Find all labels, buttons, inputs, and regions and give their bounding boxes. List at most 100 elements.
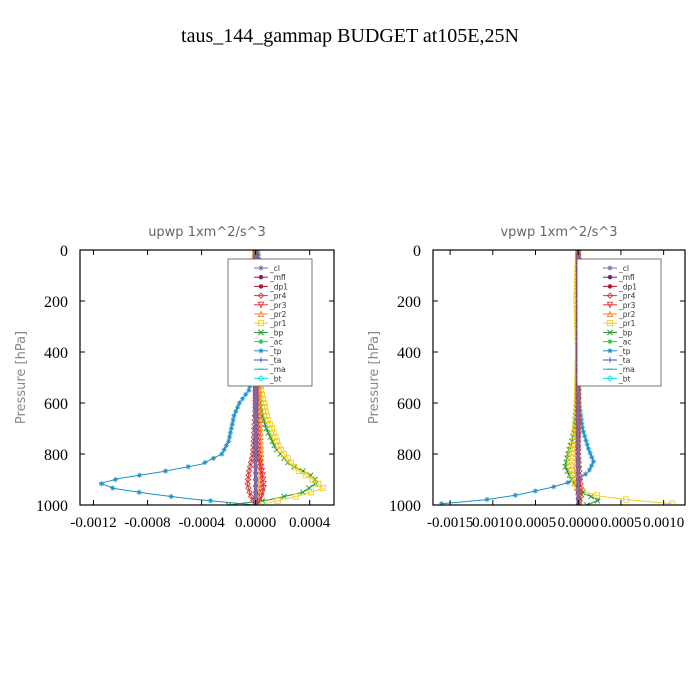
legend-marker: [258, 265, 264, 271]
series-marker-pr1: [287, 459, 294, 466]
series-marker-bp: [225, 502, 232, 505]
x-tick-label: 0.0000: [235, 515, 276, 531]
series-marker-pr1: [623, 496, 630, 503]
series-marker-pr1: [669, 500, 676, 505]
y-tick-label: 200: [44, 294, 68, 311]
legend-marker: [258, 284, 264, 289]
series-marker-tp: [230, 417, 236, 423]
series-marker-pr3: [255, 497, 262, 505]
y-tick-label: 600: [44, 396, 68, 413]
y-tick-label: 600: [397, 396, 421, 413]
series-marker-cl: [575, 406, 581, 412]
series-marker-tp: [162, 468, 169, 474]
series-marker-pr1: [263, 412, 270, 419]
series-marker-tp: [582, 471, 589, 477]
series-marker-pr1: [307, 489, 315, 496]
series-marker-pr1: [569, 471, 576, 478]
series-marker-cl: [575, 476, 581, 483]
series-marker-cl: [575, 432, 581, 438]
series-marker-pr1: [273, 438, 280, 445]
series-marker-tp: [584, 441, 590, 448]
series-marker-cl: [253, 496, 259, 502]
series-marker-pr3: [255, 455, 263, 462]
y-tick-label: 800: [44, 447, 68, 464]
legend-label: _pr4: [269, 292, 287, 301]
legend-marker: [606, 320, 614, 327]
series-marker-bp: [562, 463, 569, 470]
y-tick-label: 1000: [36, 498, 68, 515]
legend-marker: [258, 339, 264, 344]
x-tick-label: 0.0005: [515, 515, 556, 531]
legend-marker: [257, 310, 265, 318]
series-marker-tp: [228, 425, 234, 432]
legend-label: _bp: [618, 328, 633, 337]
series-marker-pr1: [259, 395, 266, 402]
series-marker-pr1: [302, 472, 309, 479]
series-marker-pr1: [265, 416, 272, 424]
series-marker-pr1: [568, 449, 575, 457]
x-tick-label: -0.0004: [178, 515, 225, 531]
series-marker-bp: [588, 493, 594, 500]
legend-marker: [257, 375, 265, 382]
series-marker-tp: [210, 455, 217, 461]
series-marker-pr1: [569, 441, 577, 448]
legend-marker: [607, 284, 613, 289]
legend-label: _cl: [269, 264, 280, 273]
series-marker-tp: [579, 425, 585, 431]
y-tick-label: 0: [60, 243, 68, 260]
legend-label: _bt: [618, 374, 631, 383]
series-marker-tp: [110, 485, 116, 491]
series-marker-pr4: [247, 493, 255, 500]
series-marker-tp: [565, 479, 571, 486]
series-marker-pr3: [257, 493, 265, 501]
series-marker-cl: [253, 438, 259, 444]
figure-title: taus_144_gammap BUDGET at105E,25N: [181, 25, 519, 47]
series-marker-tp: [590, 458, 597, 465]
x-tick-label: 0.0010: [643, 515, 684, 531]
legend-marker: [606, 375, 614, 382]
series-marker-cl: [253, 483, 259, 489]
series-marker-pr1: [274, 497, 281, 504]
legend-label: _tp: [618, 347, 631, 356]
series-marker-tp: [551, 484, 557, 490]
x-tick-label: 0.0010: [472, 515, 513, 531]
legend-label: _dp1: [618, 282, 637, 291]
series-marker-tp: [243, 391, 249, 398]
series-marker-tp: [239, 396, 246, 402]
legend-label: _ta: [618, 356, 630, 365]
series-marker-cl: [575, 413, 581, 419]
legend-label: _pr2: [618, 310, 636, 319]
series-marker-tp: [583, 437, 589, 443]
series-marker-tp: [98, 481, 104, 487]
series-marker-tp: [578, 412, 584, 418]
series-marker-pr1: [277, 446, 284, 453]
legend-label: _pr4: [618, 292, 636, 301]
series-marker-pr3: [259, 472, 266, 479]
series-marker-tp: [226, 438, 232, 444]
series-marker-cl: [253, 451, 259, 457]
y-axis-label: Pressure [hPa]: [367, 331, 382, 424]
series-marker-tp: [484, 496, 490, 503]
series-marker-cl: [575, 438, 581, 444]
x-tick-label: 0.0004: [289, 515, 331, 531]
series-marker-cl: [575, 387, 581, 393]
series-marker-cl: [575, 425, 581, 432]
series-marker-cl: [253, 400, 259, 406]
series-marker-tp: [586, 467, 593, 473]
plot-frame: [79, 249, 335, 506]
plot-title: upwp 1xm^2/s^3: [148, 225, 266, 240]
series-marker-pr3: [259, 476, 267, 484]
series-marker-tp: [221, 447, 227, 453]
series-marker-cl: [575, 419, 581, 425]
series-marker-pr1: [280, 450, 288, 458]
legend-marker: [607, 329, 613, 336]
series-marker-pr1: [568, 466, 575, 473]
series-marker-tp: [532, 488, 538, 494]
series-marker-pr1: [275, 442, 282, 449]
legend-marker: [257, 301, 265, 309]
series-marker-cl: [253, 457, 259, 463]
series-marker-pr3: [257, 463, 265, 471]
series-marker-tp: [185, 464, 191, 470]
y-tick-label: 400: [397, 345, 421, 362]
series-marker-tp: [202, 459, 208, 466]
